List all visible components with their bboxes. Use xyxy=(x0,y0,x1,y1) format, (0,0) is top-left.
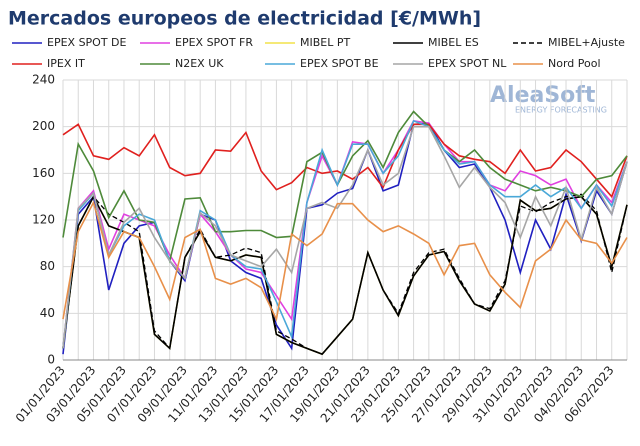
series-line xyxy=(62,122,628,355)
y-tick-label: 80 xyxy=(40,259,55,273)
series-line xyxy=(62,119,628,349)
legend-label: EPEX SPOT NL xyxy=(428,57,507,70)
y-tick-label: 0 xyxy=(47,353,55,367)
y-tick-label: 200 xyxy=(32,119,55,133)
y-tick-label: 160 xyxy=(32,166,55,180)
legend-label: IPEX IT xyxy=(47,57,85,70)
watermark-sub: ENERGY FORECASTING xyxy=(515,106,607,115)
watermark: AleaSoft xyxy=(490,83,596,108)
series-line xyxy=(62,110,628,264)
series-line xyxy=(62,123,628,199)
legend-label: MIBEL ES xyxy=(428,36,479,49)
legend-label: EPEX SPOT DE xyxy=(47,36,127,49)
y-tick-label: 40 xyxy=(40,306,55,320)
series-line xyxy=(62,125,628,349)
y-tick-label: 240 xyxy=(32,73,55,87)
legend-label: MIBEL PT xyxy=(300,36,350,49)
legend-label: MIBEL+Ajuste xyxy=(548,36,625,49)
legend-label: Nord Pool xyxy=(548,57,601,70)
series-line xyxy=(62,200,628,322)
series-line xyxy=(62,193,628,355)
legend-label: EPEX SPOT BE xyxy=(300,57,379,70)
y-tick-label: 120 xyxy=(32,213,55,227)
legend-label: EPEX SPOT FR xyxy=(175,36,253,49)
chart-title: Mercados europeos de electricidad [€/MWh… xyxy=(8,8,481,30)
legend-label: N2EX UK xyxy=(175,57,224,70)
